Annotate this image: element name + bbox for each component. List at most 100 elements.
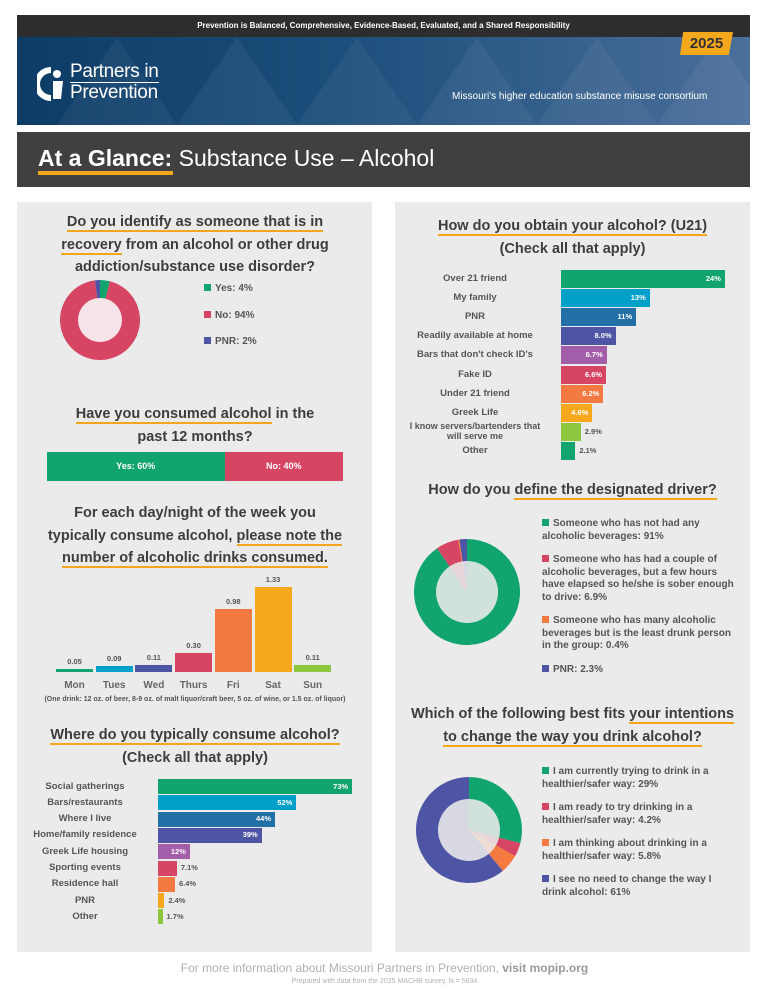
legend-label: I am currently trying to drink in a heal… xyxy=(542,766,709,790)
footer-info: For more information about Missouri Part… xyxy=(0,961,769,975)
legend-label: I am thinking about drinking in a health… xyxy=(542,838,707,862)
bar-value: 7.1% xyxy=(180,863,198,872)
weekday-bar xyxy=(95,666,133,672)
bar-value: 24% xyxy=(705,274,721,283)
bar-label: My family xyxy=(453,292,497,304)
bar xyxy=(561,384,604,403)
consortium-tagline: Missouri's higher education substance mi… xyxy=(452,91,708,102)
legend-swatch xyxy=(204,310,211,318)
donut-inner-slice xyxy=(469,830,496,854)
bar xyxy=(158,860,177,876)
legend-item: I am ready to try drinking in a healthie… xyxy=(542,802,737,827)
recovery-legend: Yes: 4% No: 94% PNR: 2% xyxy=(204,283,354,363)
footer-text: For more information about Missouri Part… xyxy=(180,961,503,975)
bar-value: 2.9% xyxy=(584,426,602,436)
bar-value: 11% xyxy=(617,312,633,322)
title-band xyxy=(17,132,750,187)
legend-swatch xyxy=(542,664,549,672)
title-rest: Substance Use – Alcohol xyxy=(172,145,435,171)
legend-label: I am ready to try drinking in a healthie… xyxy=(542,802,693,826)
stacked-segment: Yes: 60% xyxy=(47,452,225,481)
legend-swatch xyxy=(204,337,211,344)
logo-icon xyxy=(37,67,63,101)
q6-title: How do you define the designated driver? xyxy=(405,479,740,502)
dd-donut xyxy=(414,539,520,645)
stacked-segment: No: 40% xyxy=(224,452,343,481)
legend-swatch xyxy=(542,519,549,526)
bar-label: Home/family residence xyxy=(33,829,137,841)
weekday-bar xyxy=(214,609,252,672)
bar-value: 6.6% xyxy=(584,369,603,379)
bar-label: Where I live xyxy=(58,813,112,825)
bar xyxy=(561,403,593,422)
bar-label: Over 21 friend xyxy=(443,273,507,284)
weekday-label: Thurs xyxy=(179,680,208,691)
bar xyxy=(158,827,262,843)
bar-label: Greek Life housing xyxy=(41,845,129,857)
year-badge: 2025 xyxy=(680,32,733,55)
q7-title: Which of the following best fits your in… xyxy=(405,703,740,748)
bar-value: 6.4% xyxy=(179,879,197,889)
q2-line1: in the xyxy=(271,406,315,422)
dd-legend: Someone who has not had any alcoholic be… xyxy=(542,518,737,687)
legend-label: PNR: 2% xyxy=(215,336,257,347)
legend-label: Someone who has had a couple of alcoholi… xyxy=(542,554,734,603)
bar-label: PNR xyxy=(74,894,96,906)
q6-line1b: define the designated driver? xyxy=(514,482,717,500)
bar xyxy=(561,422,581,441)
bar xyxy=(158,876,176,892)
page-title: At a Glance: Substance Use – Alcohol xyxy=(38,145,434,172)
legend-item: PNR: 2% xyxy=(204,336,354,349)
legend-item: Someone who has many alcoholic beverages… xyxy=(542,615,737,653)
intent-donut xyxy=(416,777,522,883)
weekday-bar xyxy=(135,664,173,672)
footer-source: Prepared with data from the 2025 MACHB s… xyxy=(291,978,478,985)
weekday-bar xyxy=(294,664,332,672)
legend-item: No: 94% xyxy=(204,310,354,323)
bar-label: Under 21 friend xyxy=(440,387,510,399)
legend-item: I see no need to change the way I drink … xyxy=(542,874,737,899)
bar-value: 1.7% xyxy=(166,911,184,921)
q1-line3: addiction/substance use disorder? xyxy=(74,259,316,275)
bar xyxy=(158,811,276,827)
bar xyxy=(158,795,297,811)
title-bold: At a Glance: xyxy=(38,145,173,171)
bar xyxy=(561,327,616,346)
donut-inner-slice xyxy=(469,799,500,838)
bar-value: 8.0% xyxy=(594,331,612,341)
bar-label: Other xyxy=(72,910,98,922)
logo-text: Partners in Prevention xyxy=(70,62,159,103)
q2-line2: past 12 months? xyxy=(137,428,253,445)
donut-slice xyxy=(437,539,462,567)
bar-value: 13% xyxy=(630,293,646,303)
weekday-value: 0.11 xyxy=(305,652,320,662)
bar-value: 4.6% xyxy=(571,407,589,417)
legend-swatch xyxy=(542,767,549,774)
bar-label: Bars/restaurants xyxy=(47,796,123,808)
legend-item: I am thinking about drinking in a health… xyxy=(542,838,737,863)
q6-line1a: How do you xyxy=(428,482,515,498)
q2-underlined: Have you consumed alcohol xyxy=(75,406,272,424)
legend-item: PNR: 2.3% xyxy=(542,664,737,677)
donut-inner-slice xyxy=(461,561,467,592)
weekday-value: 0.98 xyxy=(225,597,241,607)
weekday-bar xyxy=(175,652,213,672)
footer-link[interactable]: visit mopip.org xyxy=(502,961,589,975)
q3-title: For each day/night of the week you typic… xyxy=(30,502,360,570)
legend-label: PNR: 2.3% xyxy=(553,663,604,675)
bar xyxy=(561,346,607,365)
legend-label: Yes: 4% xyxy=(215,283,253,294)
weekday-value: 0.11 xyxy=(146,652,161,662)
q4-title: Where do you typically consume alcohol? … xyxy=(30,724,360,769)
donut-slice xyxy=(488,845,516,871)
bar-label: PNR xyxy=(464,311,486,323)
legend-swatch xyxy=(542,616,549,623)
bar xyxy=(561,270,725,288)
header-banner xyxy=(17,37,750,125)
donut-slice xyxy=(416,777,503,883)
title-underline xyxy=(38,171,173,175)
bar-label: Bars that don't check ID's xyxy=(417,349,533,361)
bar-value: 73% xyxy=(333,781,349,791)
bar xyxy=(561,289,650,308)
q1-line1: Do you identify as someone that is in xyxy=(66,214,324,232)
